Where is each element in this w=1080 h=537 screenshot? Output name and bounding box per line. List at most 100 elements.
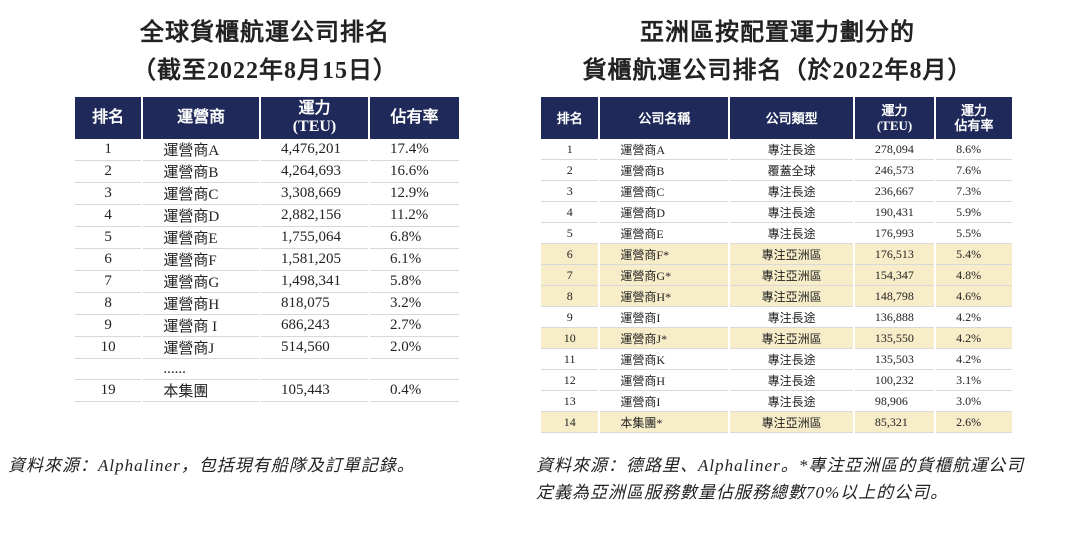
table-cell: 運營商D (143, 205, 259, 227)
table-cell: 105,443 (260, 380, 369, 402)
table-cell: 運營商G* (600, 265, 729, 286)
table-cell: 3 (541, 181, 599, 202)
table-cell: 6 (75, 249, 142, 271)
table-cell: 9 (541, 307, 599, 328)
table-cell: 2.0% (370, 337, 459, 359)
table-cell: 運營商F (143, 249, 259, 271)
table-row: 3 運營商C 專注長途 236,667 7.3% (541, 181, 1012, 202)
table-cell: 運營商H* (600, 286, 729, 307)
table-cell: 4,476,201 (260, 139, 369, 161)
table-cell: 2.7% (370, 315, 459, 337)
table-cell: 7.3% (936, 181, 1012, 202)
table-cell: 4.2% (936, 328, 1012, 349)
table-cell: 2 (541, 160, 599, 181)
table-cell: 運營商G (143, 271, 259, 293)
table-cell: 2.6% (936, 412, 1012, 433)
table-cell: 4.6% (936, 286, 1012, 307)
table-cell: 運營商I (600, 307, 729, 328)
header-cell: 公司名稱 (600, 97, 729, 139)
table-cell: 2,882,156 (260, 205, 369, 227)
header-text: 排名 (92, 109, 125, 126)
table-row: 14 本集團* 專注亞洲區 85,321 2.6% (541, 412, 1012, 433)
title-line: （截至2022年8月15日） (132, 58, 398, 84)
table-row: 6 運營商F 1,581,205 6.1% (75, 249, 459, 271)
table-cell: 4 (75, 205, 142, 227)
table-row: 9 運營商I 專注長途 136,888 4.2% (541, 307, 1012, 328)
table-cell: 7 (541, 265, 599, 286)
table-cell: 3 (75, 183, 142, 205)
table-cell: 4.8% (936, 265, 1012, 286)
table-cell: 13 (541, 391, 599, 412)
table-cell: 運營商B (600, 160, 729, 181)
table-cell: 4.2% (936, 307, 1012, 328)
table-cell: 7 (75, 271, 142, 293)
table-cell: 運營商J* (600, 328, 729, 349)
table-row: 2 運營商B 4,264,693 16.6% (75, 161, 459, 183)
header-text: (TEU) (876, 118, 913, 133)
table-cell: 運營商E (143, 227, 259, 249)
table-row: 7 運營商G* 專注亞洲區 154,347 4.8% (541, 265, 1012, 286)
header-text: 運力 (881, 103, 908, 118)
table-cell: 8 (75, 293, 142, 315)
header-cell: 公司類型 (730, 97, 853, 139)
table-cell: 148,798 (854, 286, 935, 307)
header-text: 運營商 (177, 109, 226, 126)
table-cell: 3,308,669 (260, 183, 369, 205)
table-row: 5 運營商E 專注長途 176,993 5.5% (541, 223, 1012, 244)
table-row: 8 運營商H 818,075 3.2% (75, 293, 459, 315)
header-cell: 排名 (75, 97, 142, 139)
table-cell: 14 (541, 412, 599, 433)
table-cell: 12 (541, 370, 599, 391)
table-row: 5 運營商E 1,755,064 6.8% (75, 227, 459, 249)
table-cell: 7.6% (936, 160, 1012, 181)
table-cell (260, 359, 369, 380)
table-cell: 9 (75, 315, 142, 337)
table-row: 4 運營商D 專注長途 190,431 5.9% (541, 202, 1012, 223)
table-cell: 運營商J (143, 337, 259, 359)
table-row: 11 運營商K 專注長途 135,503 4.2% (541, 349, 1012, 370)
right-source: 資料來源：德路里、Alphaliner。*專注亞洲區的貨櫃航運公司定義為亞洲區服… (536, 456, 1025, 502)
table-cell: 98,906 (854, 391, 935, 412)
table-cell: 運營商K (600, 349, 729, 370)
header-text: 佔有率 (954, 118, 994, 133)
table-cell: 16.6% (370, 161, 459, 183)
table-cell: 135,503 (854, 349, 935, 370)
right-title: 亞洲區按配置運力劃分的 貨櫃航運公司排名（於2022年8月） (540, 14, 1015, 90)
table-cell: 專注亞洲區 (730, 244, 853, 265)
table-cell: 6.8% (370, 227, 459, 249)
table-cell: 3.1% (936, 370, 1012, 391)
header-cell: 排名 (541, 97, 599, 139)
table-cell: 8.6% (936, 139, 1012, 160)
table-row: 19 本集團 105,443 0.4% (75, 380, 459, 402)
table-cell: 本集團 (143, 380, 259, 402)
table-cell: 5 (541, 223, 599, 244)
table-cell: 1,498,341 (260, 271, 369, 293)
table-cell: 10 (75, 337, 142, 359)
header-cell: 運力 佔有率 (936, 97, 1012, 139)
header-text: 公司類型 (765, 110, 818, 126)
table-row: 4 運營商D 2,882,156 11.2% (75, 205, 459, 227)
table-cell: 專注長途 (730, 223, 853, 244)
header-text: 公司名稱 (638, 110, 691, 126)
table-cell: 覆蓋全球 (730, 160, 853, 181)
table-row: 7 運營商G 1,498,341 5.8% (75, 271, 459, 293)
table-row: ...... (75, 359, 459, 380)
table-row: 9 運營商 I 686,243 2.7% (75, 315, 459, 337)
table-cell: 4 (541, 202, 599, 223)
table-cell: 專注亞洲區 (730, 328, 853, 349)
table-row: 3 運營商C 3,308,669 12.9% (75, 183, 459, 205)
header-text: (TEU) (292, 118, 337, 135)
table-cell: 5.5% (936, 223, 1012, 244)
table-cell: 154,347 (854, 265, 935, 286)
table-cell: 85,321 (854, 412, 935, 433)
table-cell: 專注長途 (730, 391, 853, 412)
table-cell: 本集團* (600, 412, 729, 433)
table-cell: 專注亞洲區 (730, 412, 853, 433)
table-cell (370, 359, 459, 380)
table-cell: 專注長途 (730, 139, 853, 160)
table-cell: 3.2% (370, 293, 459, 315)
table-cell: 專注長途 (730, 370, 853, 391)
table-row: 10 運營商J* 專注亞洲區 135,550 4.2% (541, 328, 1012, 349)
table-cell: 6.1% (370, 249, 459, 271)
table-cell: 運營商B (143, 161, 259, 183)
